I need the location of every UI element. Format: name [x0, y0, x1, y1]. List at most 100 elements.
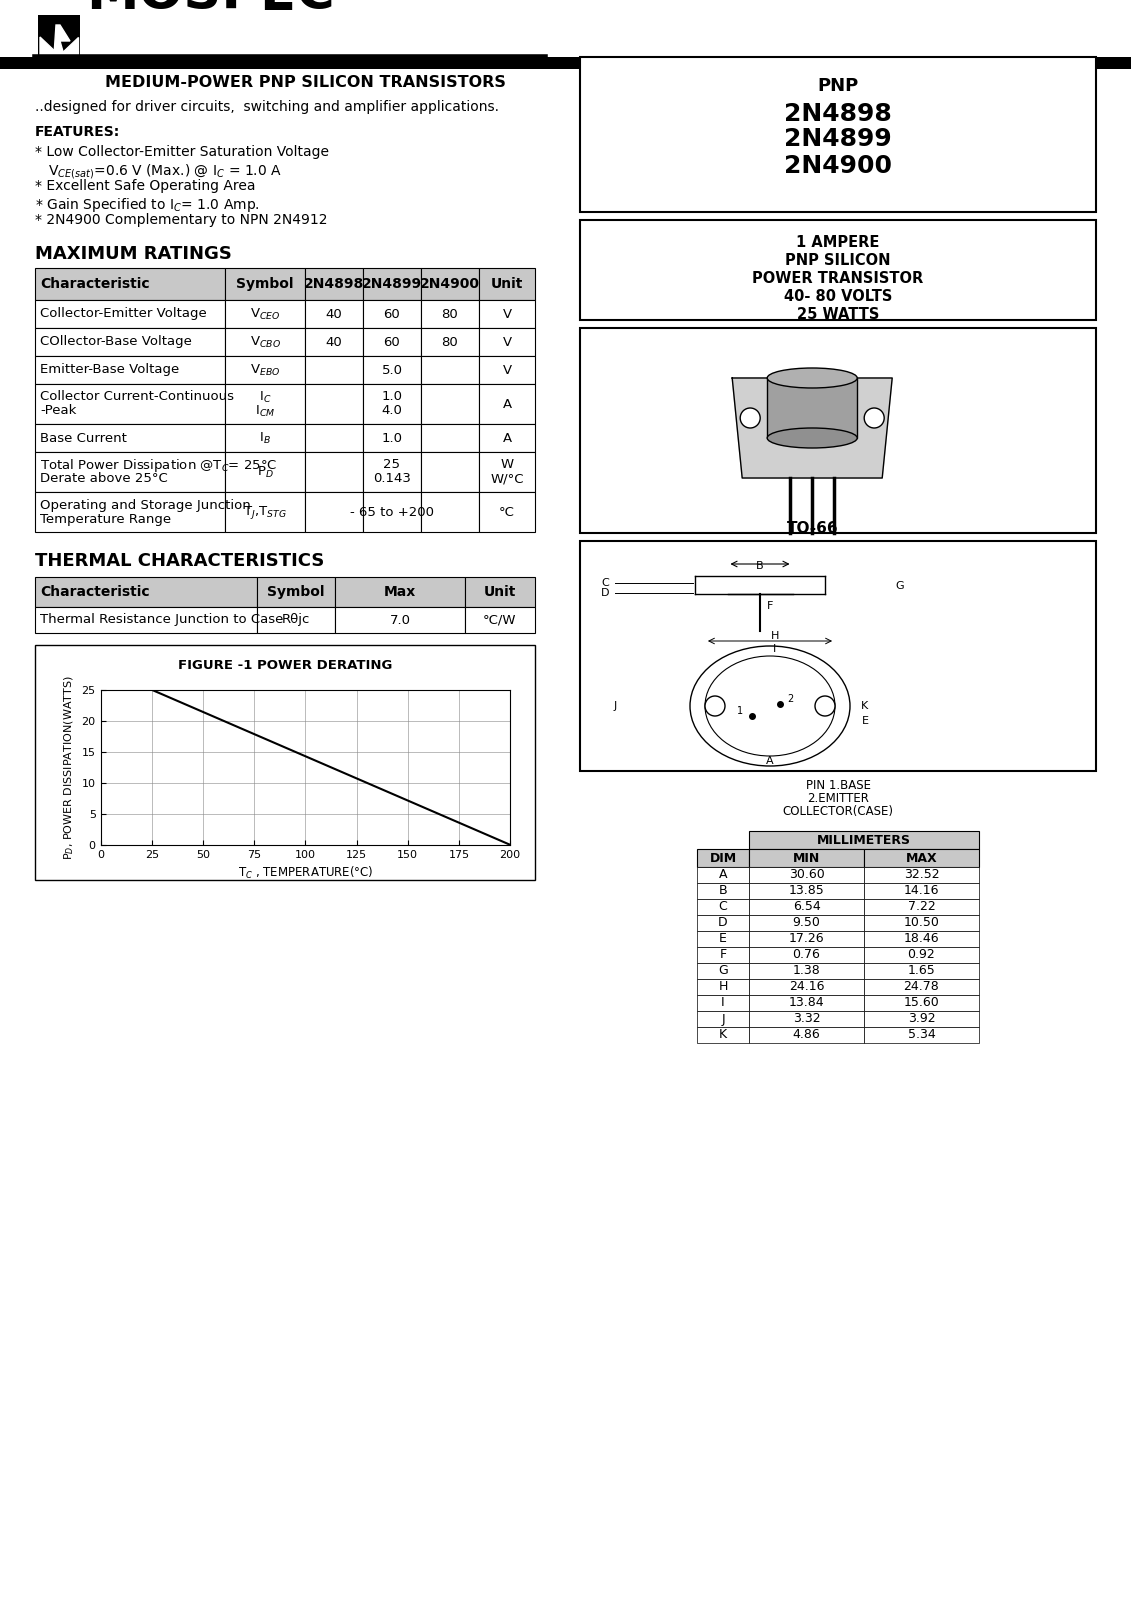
- Text: 2N4899: 2N4899: [362, 277, 422, 291]
- Bar: [305, 451, 363, 493]
- Text: Derate above 25°C: Derate above 25°C: [40, 472, 167, 485]
- Text: Collector-Emitter Voltage: Collector-Emitter Voltage: [40, 307, 207, 320]
- Bar: [749, 850, 864, 867]
- Bar: [580, 328, 1096, 533]
- Text: TO-66: TO-66: [786, 522, 838, 536]
- Bar: [35, 267, 225, 301]
- Text: W/°C: W/°C: [490, 472, 524, 485]
- Text: 18.46: 18.46: [904, 933, 940, 946]
- Bar: [480, 328, 535, 357]
- Text: 1 AMPERE: 1 AMPERE: [796, 235, 880, 250]
- Text: A: A: [718, 869, 727, 882]
- Text: 7.22: 7.22: [907, 901, 935, 914]
- Text: MIN: MIN: [793, 851, 820, 864]
- Circle shape: [740, 408, 760, 427]
- Bar: [421, 384, 480, 424]
- Text: B: B: [718, 885, 727, 898]
- Text: - 65 to +200: - 65 to +200: [349, 506, 434, 518]
- Ellipse shape: [767, 368, 857, 387]
- Text: * Gain Specified to I$_C$= 1.0 Amp.: * Gain Specified to I$_C$= 1.0 Amp.: [35, 195, 260, 214]
- Bar: [421, 267, 480, 301]
- Polygon shape: [732, 378, 892, 478]
- Bar: [35, 578, 257, 606]
- Bar: [864, 963, 979, 979]
- Text: 32.52: 32.52: [904, 869, 940, 882]
- Bar: [749, 867, 864, 883]
- Bar: [363, 384, 421, 424]
- Text: A: A: [502, 397, 511, 411]
- Bar: [697, 883, 749, 899]
- Text: V$_{CBO}$: V$_{CBO}$: [250, 334, 280, 349]
- Text: H: H: [771, 630, 779, 642]
- Bar: [305, 424, 363, 451]
- Text: -Peak: -Peak: [40, 405, 77, 418]
- Bar: [421, 328, 480, 357]
- Polygon shape: [59, 37, 78, 54]
- Bar: [421, 451, 480, 493]
- Bar: [864, 850, 979, 867]
- Text: Collector Current-Continuous: Collector Current-Continuous: [40, 390, 234, 403]
- Bar: [480, 301, 535, 328]
- Text: T$_J$,T$_{STG}$: T$_J$,T$_{STG}$: [243, 504, 287, 520]
- Bar: [697, 995, 749, 1011]
- Bar: [864, 995, 979, 1011]
- Bar: [697, 931, 749, 947]
- Text: 2N4898: 2N4898: [304, 277, 364, 291]
- Text: 25 WATTS: 25 WATTS: [797, 307, 879, 322]
- Bar: [864, 883, 979, 899]
- Text: DIM: DIM: [709, 851, 736, 864]
- Text: * 2N4900 Complementary to NPN 2N4912: * 2N4900 Complementary to NPN 2N4912: [35, 213, 328, 227]
- Text: 1.65: 1.65: [907, 965, 935, 978]
- Bar: [480, 357, 535, 384]
- X-axis label: T$_C$ , TEMPERATURE(°C): T$_C$ , TEMPERATURE(°C): [238, 866, 373, 882]
- Text: PNP SILICON: PNP SILICON: [785, 253, 891, 267]
- Text: THERMAL CHARACTERISTICS: THERMAL CHARACTERISTICS: [35, 552, 325, 570]
- Bar: [697, 850, 749, 867]
- Text: 3.32: 3.32: [793, 1013, 820, 1026]
- Text: V$_{EBO}$: V$_{EBO}$: [250, 363, 280, 378]
- Text: PNP: PNP: [818, 77, 858, 94]
- Bar: [749, 1027, 864, 1043]
- Bar: [864, 979, 979, 995]
- Text: K: K: [719, 1029, 727, 1042]
- Text: MAXIMUM RATINGS: MAXIMUM RATINGS: [35, 245, 232, 262]
- Circle shape: [705, 696, 725, 717]
- Text: 0.92: 0.92: [907, 949, 935, 962]
- Text: 2.EMITTER: 2.EMITTER: [808, 792, 869, 805]
- Text: 10.50: 10.50: [904, 917, 940, 930]
- Text: 0.76: 0.76: [793, 949, 820, 962]
- Text: PIN 1.BASE: PIN 1.BASE: [805, 779, 871, 792]
- Text: 0.143: 0.143: [373, 472, 411, 485]
- Bar: [305, 493, 363, 531]
- Text: W: W: [500, 459, 513, 472]
- Bar: [421, 424, 480, 451]
- Text: Total Power Dissipation @T$_C$= 25°C: Total Power Dissipation @T$_C$= 25°C: [40, 456, 277, 474]
- Text: 80: 80: [441, 336, 458, 349]
- Text: P$_D$: P$_D$: [257, 464, 274, 480]
- Text: 60: 60: [383, 336, 400, 349]
- Polygon shape: [54, 26, 70, 54]
- Bar: [363, 451, 421, 493]
- Bar: [749, 830, 979, 850]
- Text: H: H: [718, 981, 727, 994]
- Text: MAX: MAX: [906, 851, 938, 864]
- Bar: [864, 1027, 979, 1043]
- Text: °C/W: °C/W: [483, 613, 517, 627]
- Text: Operating and Storage Junction: Operating and Storage Junction: [40, 499, 251, 512]
- Bar: [363, 328, 421, 357]
- Text: POWER TRANSISTOR: POWER TRANSISTOR: [752, 270, 924, 286]
- Text: C: C: [718, 901, 727, 914]
- Text: Unit: Unit: [491, 277, 524, 291]
- Bar: [40, 18, 78, 35]
- Text: 40: 40: [326, 307, 343, 320]
- Bar: [363, 357, 421, 384]
- Text: 13.84: 13.84: [788, 997, 824, 1010]
- Text: 25: 25: [383, 459, 400, 472]
- Bar: [749, 947, 864, 963]
- Text: 17.26: 17.26: [788, 933, 824, 946]
- Text: Characteristic: Characteristic: [40, 277, 149, 291]
- Text: 2N4899: 2N4899: [784, 126, 892, 150]
- Bar: [421, 493, 480, 531]
- Bar: [749, 963, 864, 979]
- Text: 4.0: 4.0: [381, 405, 403, 418]
